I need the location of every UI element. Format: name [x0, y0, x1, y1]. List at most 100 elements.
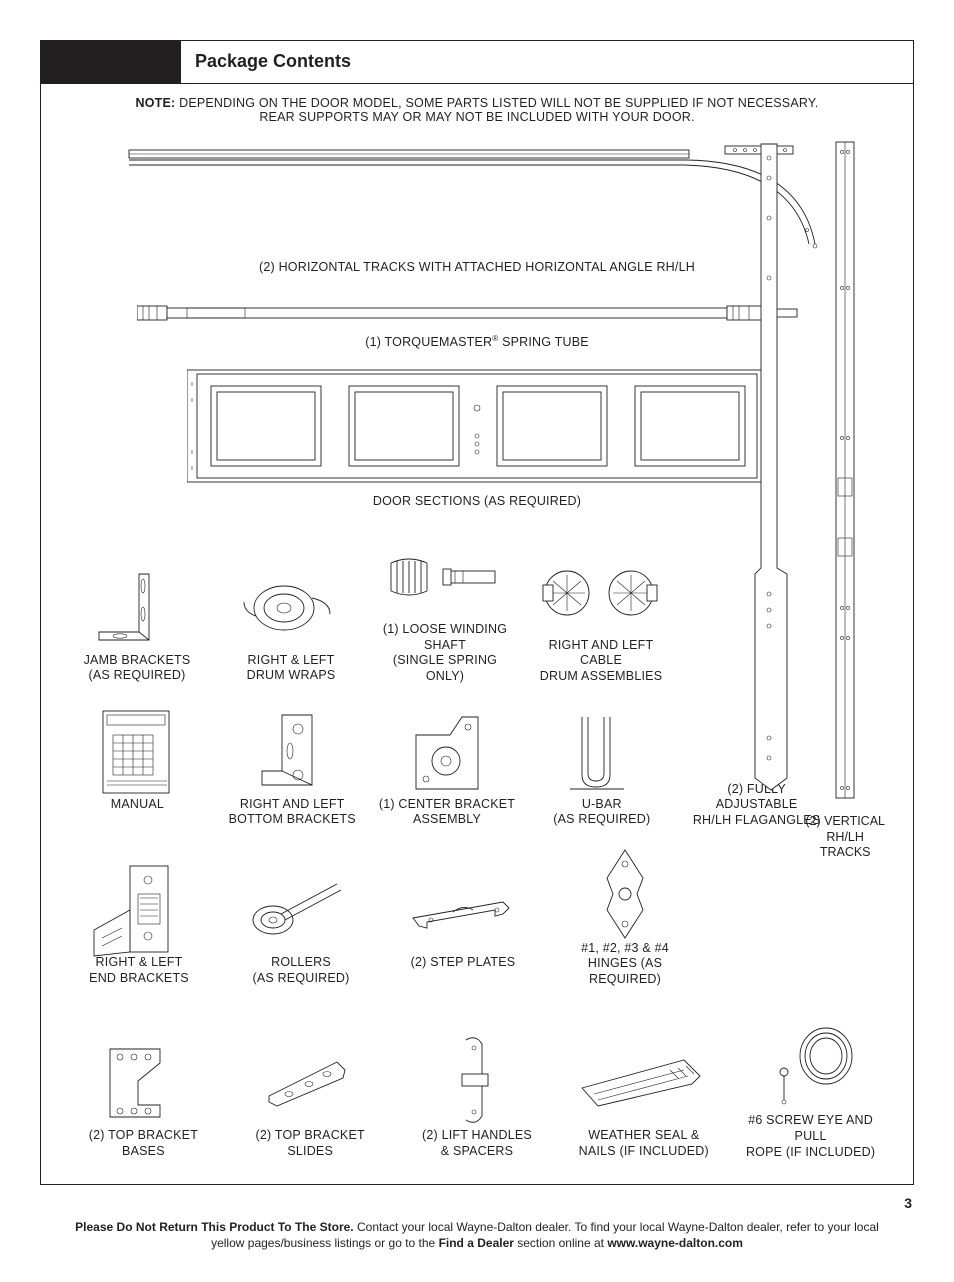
ub-l2: (AS REQUIRED) [553, 812, 650, 826]
cd-l2: DRUM ASSEMBLIES [540, 669, 662, 683]
grid-row-3: RIGHT & LEFT END BRACKETS ROLLERS (AS RE… [69, 847, 885, 988]
header-row: Package Contents [41, 41, 913, 84]
cell-top-bracket-slides: (2) TOP BRACKET SLIDES [236, 1013, 385, 1160]
diagram-manual [97, 709, 177, 795]
label-step-plates: (2) STEP PLATES [411, 955, 516, 987]
dw-l2: DRUM WRAPS [247, 668, 336, 682]
content-body: (2) HORIZONTAL TRACKS WITH ATTACHED HORI… [41, 134, 913, 1184]
cb-l1: (1) CENTER BRACKET [379, 797, 515, 811]
ws-l1: (1) LOOSE WINDING SHAFT [383, 622, 507, 652]
footer-bold-2: Find a Dealer [439, 1236, 514, 1250]
pr-l2: ROPE (IF INCLUDED) [746, 1145, 875, 1159]
label-bottom-brackets: RIGHT AND LEFT BOTTOM BRACKETS [229, 797, 356, 829]
label-center-bracket: (1) CENTER BRACKET ASSEMBLY [379, 797, 515, 829]
footer-t2: section online at [514, 1236, 607, 1250]
label-rollers: ROLLERS (AS REQUIRED) [252, 955, 349, 987]
label-pull-rope: #6 SCREW EYE AND PULL ROPE (IF INCLUDED) [736, 1113, 885, 1160]
diagram-winding-shaft [385, 534, 505, 620]
bb-l2: BOTTOM BRACKETS [229, 812, 356, 826]
label-vertical-tracks: (2) VERTICAL RH/LH TRACKS [805, 814, 885, 861]
pr-l1: #6 SCREW EYE AND PULL [748, 1113, 873, 1143]
page-frame: Package Contents NOTE: DEPENDING ON THE … [40, 40, 914, 1185]
label-top-bracket-bases: (2) TOP BRACKET BASES [89, 1128, 198, 1160]
cell-manual: MANUAL [69, 703, 206, 829]
label-weather-seal: WEATHER SEAL & NAILS (IF INCLUDED) [579, 1128, 709, 1160]
label-cable-drums: RIGHT AND LEFT CABLE DRUM ASSEMBLIES [531, 638, 671, 685]
cd-l1: RIGHT AND LEFT CABLE [549, 638, 654, 668]
diagram-center-bracket [402, 709, 492, 795]
cell-top-bracket-bases: (2) TOP BRACKET BASES [69, 1013, 218, 1160]
cell-end-brackets: RIGHT & LEFT END BRACKETS [69, 847, 209, 988]
label-jamb-brackets: JAMB BRACKETS (AS REQUIRED) [84, 653, 191, 685]
jamb-l1: JAMB BRACKETS [84, 653, 191, 667]
footer-bold-3: www.wayne-dalton.com [607, 1236, 743, 1250]
cell-winding-shaft: (1) LOOSE WINDING SHAFT (SINGLE SPRING O… [377, 528, 513, 685]
ws2-l1: WEATHER SEAL & [588, 1128, 699, 1142]
lh-l1: (2) LIFT HANDLES [422, 1128, 532, 1142]
lh-l2: & SPACERS [441, 1144, 513, 1158]
vertical-rails-group: (2) VERTICAL RH/LH TRACKS [735, 138, 885, 861]
tbs-l2: SLIDES [287, 1144, 333, 1158]
diagram-rollers [241, 867, 361, 953]
rl-l2: (AS REQUIRED) [252, 971, 349, 985]
jamb-l2: (AS REQUIRED) [88, 668, 185, 682]
tbb-l2: BASES [122, 1144, 165, 1158]
ub-l1: U-BAR [582, 797, 622, 811]
diagram-end-brackets [84, 867, 194, 953]
page-number: 3 [0, 1195, 912, 1211]
cb-l2: ASSEMBLY [413, 812, 481, 826]
diagram-lift-handles [442, 1034, 512, 1126]
diagram-top-bracket-bases [98, 1034, 188, 1126]
label-lift-handles: (2) LIFT HANDLES & SPACERS [422, 1128, 532, 1160]
cell-rollers: ROLLERS (AS REQUIRED) [231, 847, 371, 988]
label-manual: MANUAL [111, 797, 164, 829]
diagram-ubar [552, 709, 652, 795]
diagram-hinges [585, 853, 665, 939]
vt-l1: (2) VERTICAL [805, 814, 885, 828]
torque-post: SPRING TUBE [498, 335, 588, 349]
diagram-vertical-track [830, 138, 860, 806]
note-row: NOTE: DEPENDING ON THE DOOR MODEL, SOME … [41, 84, 913, 134]
diagram-pull-rope [756, 1019, 866, 1111]
cell-hinges: #1, #2, #3 & #4 HINGES (AS REQUIRED) [555, 847, 695, 988]
ws2-l2: NAILS (IF INCLUDED) [579, 1144, 709, 1158]
rl-l1: ROLLERS [271, 955, 331, 969]
diagram-weather-seal [574, 1034, 714, 1126]
diagram-jamb-bracket [87, 565, 187, 651]
tbs-l1: (2) TOP BRACKET [256, 1128, 365, 1142]
vt-l3: TRACKS [820, 845, 871, 859]
diagram-bottom-brackets [242, 709, 342, 795]
tbb-l1: (2) TOP BRACKET [89, 1128, 198, 1142]
eb-l1: RIGHT & LEFT [96, 955, 183, 969]
label-drum-wraps: RIGHT & LEFT DRUM WRAPS [247, 653, 336, 685]
cell-step-plates: (2) STEP PLATES [393, 847, 533, 988]
note-line2: REAR SUPPORTS MAY OR MAY NOT BE INCLUDED… [259, 110, 694, 124]
cell-jamb-brackets: JAMB BRACKETS (AS REQUIRED) [69, 528, 205, 685]
diagram-step-plates [403, 867, 523, 953]
cell-ubar: U-BAR (AS REQUIRED) [533, 703, 670, 829]
diagram-top-bracket-slides [255, 1034, 365, 1126]
footer-text: Please Do Not Return This Product To The… [60, 1219, 894, 1251]
label-ubar: U-BAR (AS REQUIRED) [553, 797, 650, 829]
page-title: Package Contents [195, 51, 899, 72]
label-end-brackets: RIGHT & LEFT END BRACKETS [89, 955, 189, 987]
dw-l1: RIGHT & LEFT [248, 653, 335, 667]
diagram-drum-wraps [236, 565, 346, 651]
note-prefix: NOTE: [136, 96, 176, 110]
header-black-block [41, 41, 181, 83]
bb-l1: RIGHT AND LEFT [240, 797, 345, 811]
label-top-bracket-slides: (2) TOP BRACKET SLIDES [256, 1128, 365, 1160]
label-winding-shaft: (1) LOOSE WINDING SHAFT (SINGLE SPRING O… [377, 622, 513, 685]
cell-pull-rope: #6 SCREW EYE AND PULL ROPE (IF INCLUDED) [736, 1013, 885, 1160]
cell-drum-wraps: RIGHT & LEFT DRUM WRAPS [223, 528, 359, 685]
cell-lift-handles: (2) LIFT HANDLES & SPACERS [403, 1013, 552, 1160]
hg-l1: #1, #2, #3 & #4 [581, 941, 669, 955]
cell-bottom-brackets: RIGHT AND LEFT BOTTOM BRACKETS [224, 703, 361, 829]
title-area: Package Contents [181, 41, 913, 83]
cell-weather-seal: WEATHER SEAL & NAILS (IF INCLUDED) [569, 1013, 718, 1160]
vt-l2: RH/LH [826, 830, 864, 844]
eb-l2: END BRACKETS [89, 971, 189, 985]
hg-l2: HINGES (AS REQUIRED) [588, 956, 662, 986]
rail-flagangle [735, 138, 791, 806]
ws-l2: (SINGLE SPRING ONLY) [393, 653, 497, 683]
